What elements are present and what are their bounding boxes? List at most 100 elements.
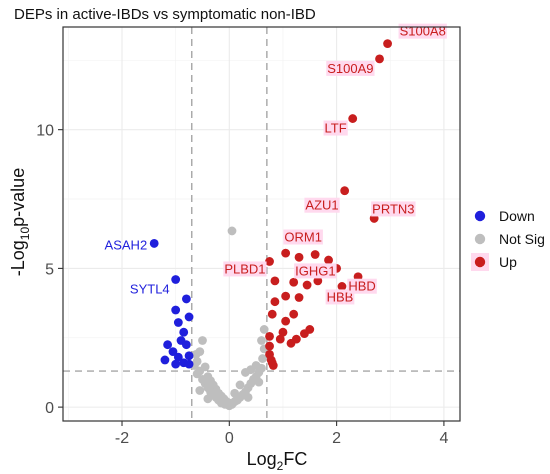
gene-label-asah2: ASAH2 (105, 237, 148, 252)
x-axis-tick-label: 0 (225, 430, 234, 447)
point-up (383, 39, 392, 49)
gene-label-hbb: HBB (327, 289, 354, 304)
point-not-sig (235, 380, 245, 390)
point-down (168, 347, 178, 357)
gene-label-s100a9: S100A9 (327, 61, 373, 76)
point-down (173, 352, 183, 362)
point-down (171, 305, 181, 315)
point-up (265, 331, 274, 341)
point-up (310, 250, 320, 259)
x-axis-tick-label: 2 (332, 430, 341, 447)
gene-label-background (294, 263, 337, 279)
point-not-sig (192, 369, 202, 379)
x-axis-tick-label: 4 (439, 430, 448, 447)
point-up (294, 252, 304, 262)
point-down (171, 359, 181, 369)
gene-label-s100a8: S100A8 (400, 24, 446, 39)
point-up (270, 276, 280, 286)
data-points (149, 39, 392, 411)
point-up (267, 309, 277, 319)
gene-label-background (326, 60, 375, 76)
gene-label-prtn3: PRTN3 (372, 201, 414, 216)
point-up (270, 297, 280, 307)
point-not-sig (243, 393, 253, 402)
gene-label-background (223, 261, 267, 277)
point-not-sig (203, 394, 213, 404)
point-not-sig (258, 354, 267, 363)
point-up (289, 277, 299, 287)
gene-label-background (323, 120, 348, 136)
legend-key-down (474, 210, 486, 222)
x-axis-tick-label: -2 (115, 430, 129, 447)
gene-label-background (347, 278, 377, 294)
point-not-sig (191, 350, 201, 359)
point-up (281, 291, 291, 301)
point-up (313, 276, 323, 286)
gene-label-ltf: LTF (325, 121, 347, 136)
gene-label-background (325, 289, 355, 305)
gene-label-orm1: ORM1 (284, 230, 322, 245)
axes: -2 0 2 4 0 5 10 (36, 123, 448, 447)
legend-label-up: Up (499, 254, 517, 270)
point-down (181, 294, 191, 304)
y-axis-title-main: -Log (8, 240, 28, 276)
point-down (184, 312, 194, 322)
y-axis-tick-label: 10 (36, 123, 54, 140)
y-axis-tick-label: 5 (45, 261, 54, 278)
y-axis-title-tail: p-value (8, 168, 28, 227)
legend: Down Not Sig Up (471, 207, 545, 271)
point-up (281, 248, 291, 258)
gene-label-plbd1: PLBD1 (224, 261, 265, 276)
point-up (289, 309, 299, 319)
point-up (265, 257, 274, 266)
y-axis-title: -Log10p-value (8, 168, 32, 276)
legend-label-not-sig: Not Sig (499, 231, 545, 247)
point-up (278, 327, 288, 337)
point-up (375, 54, 384, 64)
y-axis-title-subscript: 10 (18, 227, 32, 241)
gene-label-background (304, 197, 340, 213)
point-up (340, 186, 350, 196)
legend-key-up (474, 256, 486, 268)
point-down (173, 318, 183, 327)
point-up (281, 316, 291, 326)
point-up (265, 341, 274, 351)
point-down (149, 239, 159, 248)
point-down (184, 359, 194, 369)
legend-key-not-sig (474, 233, 486, 245)
gene-label-azu1: AZU1 (305, 198, 338, 213)
gene-label-background (371, 201, 416, 217)
point-up (300, 329, 309, 338)
point-up (348, 114, 358, 123)
plot-border (62, 26, 461, 422)
point-not-sig (259, 325, 269, 334)
y-axis-tick-label: 0 (45, 400, 54, 417)
x-axis-title-subscript: 2 (277, 459, 284, 473)
point-up (324, 255, 333, 265)
point-not-sig (230, 388, 240, 398)
point-not-sig (257, 336, 266, 345)
point-up (302, 280, 312, 290)
point-not-sig (254, 377, 264, 387)
point-down (179, 327, 189, 337)
x-axis-title-tail: FC (283, 449, 307, 469)
point-up (268, 361, 278, 370)
point-up (275, 334, 285, 344)
gene-label-sytl4: SYTL4 (130, 281, 170, 296)
point-down (163, 340, 173, 350)
gene-label-ighg1: IGHG1 (295, 263, 335, 278)
point-not-sig (198, 336, 207, 345)
point-up (286, 338, 296, 348)
plot-panel-border (62, 26, 461, 422)
x-axis-title-main: Log (247, 449, 277, 469)
point-not-sig (195, 386, 205, 395)
chart-title: DEPs in active-IBDs vs symptomatic non-I… (14, 6, 316, 23)
grid-lines (63, 27, 460, 421)
x-axis-title: Log2FC (247, 449, 308, 473)
point-down (160, 355, 170, 365)
point-not-sig (246, 365, 256, 375)
gene-label-hbd: HBD (348, 279, 375, 294)
point-down (181, 340, 191, 350)
point-down (184, 351, 194, 361)
legend-label-down: Down (499, 208, 535, 224)
